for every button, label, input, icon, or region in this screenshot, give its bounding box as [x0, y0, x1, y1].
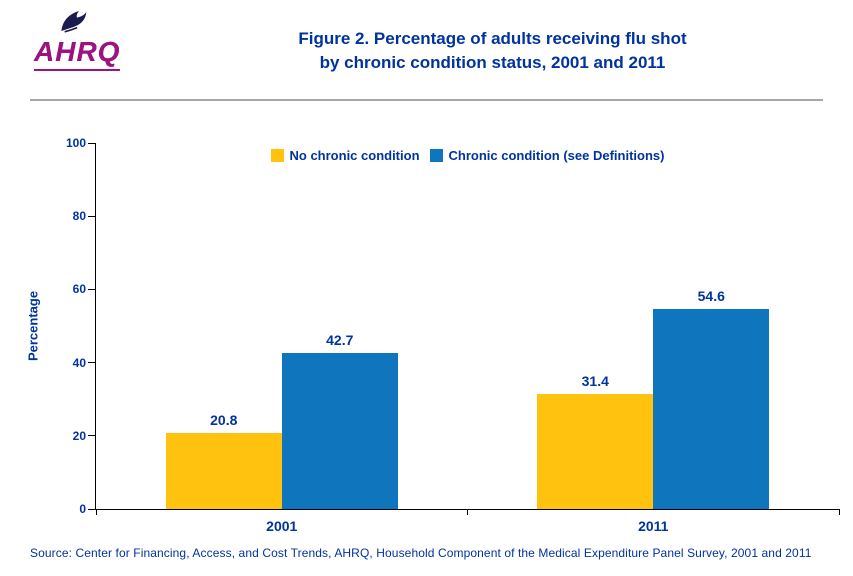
figure-title-line2: by chronic condition status, 2001 and 20…: [319, 52, 666, 72]
bar-2001-series-0: [165, 432, 282, 509]
y-tick-label: 100: [65, 136, 86, 150]
legend-label: No chronic condition: [289, 148, 420, 163]
y-tick-mark: [88, 435, 96, 437]
hhs-ahrq-logo: AHRQ: [34, 6, 164, 71]
legend-label: Chronic condition (see Definitions): [448, 148, 665, 163]
bar-value-label: 54.6: [697, 288, 725, 305]
y-tick-label: 20: [72, 428, 86, 443]
x-category-label: 2011: [638, 518, 669, 534]
bar-value-label: 20.8: [210, 411, 238, 428]
plot-area: No chronic condition Chronic condition (s…: [66, 136, 840, 534]
bar-value-label: 31.4: [581, 373, 609, 390]
x-tick-mark: [838, 509, 840, 515]
legend: No chronic condition Chronic condition (s…: [96, 148, 839, 163]
y-tick-mark: [88, 142, 96, 144]
y-tick-label: 0: [79, 502, 86, 516]
y-tick-label: 40: [72, 355, 86, 370]
source-note: Source: Center for Financing, Access, an…: [30, 546, 812, 560]
legend-swatch-icon: [429, 149, 443, 162]
bar-value-label: 42.7: [326, 331, 354, 348]
legend-item: No chronic condition: [270, 148, 420, 163]
bar-2011-series-0: [537, 394, 654, 509]
x-tick-mark: [467, 509, 468, 515]
y-tick-mark: [88, 288, 96, 290]
y-tick-label: 80: [72, 209, 86, 224]
y-tick-mark: [88, 362, 96, 364]
y-tick-label: 60: [72, 282, 86, 297]
y-tick-mark: [88, 215, 96, 217]
ahrq-underline: [34, 69, 120, 71]
y-axis-title: Percentage: [25, 290, 41, 362]
hhs-eagle-icon: [61, 11, 87, 33]
bar-2001-series-1: [281, 352, 398, 509]
figure-title: Figure 2. Percentage of adults receiving…: [170, 27, 815, 75]
header-divider: [30, 99, 823, 101]
figure-title-line1: Figure 2. Percentage of adults receiving…: [298, 29, 687, 48]
x-tick-mark: [95, 509, 97, 515]
y-tick-mark: [88, 508, 96, 510]
legend-item: Chronic condition (see Definitions): [429, 148, 665, 163]
x-category-label: 2001: [266, 518, 298, 534]
bar-2011-series-1: [653, 309, 770, 509]
ahrq-wordmark: AHRQ: [34, 36, 121, 67]
legend-swatch-icon: [270, 149, 284, 162]
